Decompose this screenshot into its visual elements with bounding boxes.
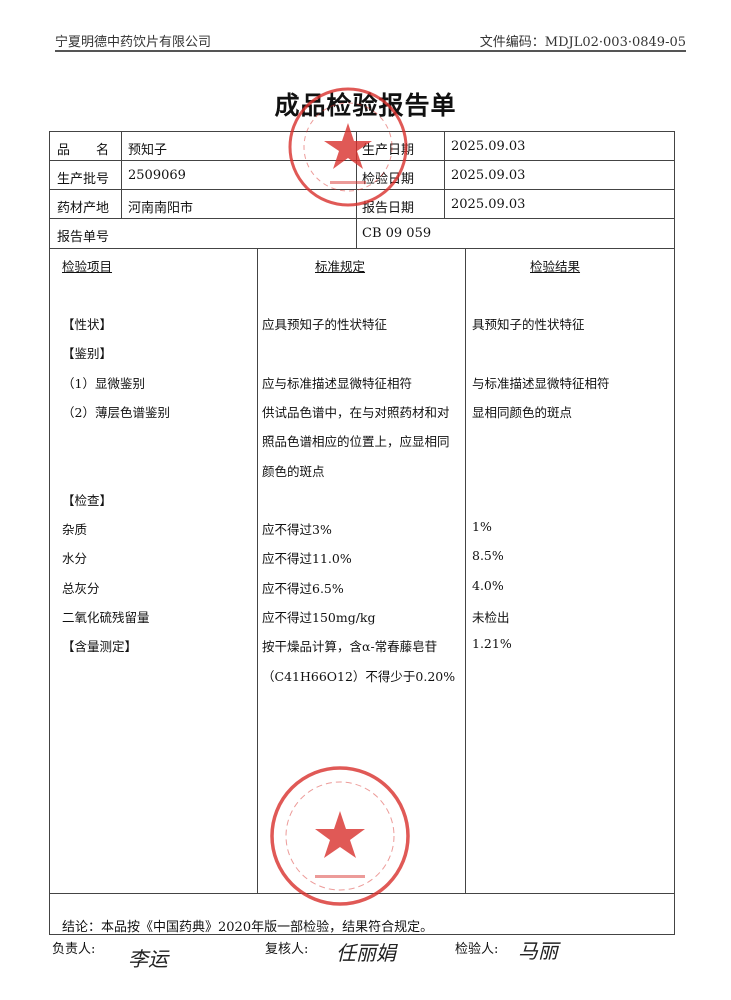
table-border bbox=[444, 131, 445, 218]
responsible-label: 负责人: bbox=[52, 942, 96, 957]
reviewer-signature: 任丽娟 bbox=[336, 941, 396, 965]
table-border bbox=[257, 248, 258, 893]
row-result: 1% bbox=[472, 519, 492, 535]
header-rule bbox=[55, 50, 686, 52]
star-icon bbox=[315, 811, 365, 858]
row-item: 【鉴别】 bbox=[62, 346, 113, 362]
production-date: 2025.09.03 bbox=[451, 139, 526, 154]
row-item: 二氧化硫残留量 bbox=[62, 610, 150, 625]
quality-inspection-stamp bbox=[270, 766, 410, 906]
row-item: 总灰分 bbox=[62, 580, 100, 596]
prod-date-label: 生产日期 bbox=[362, 143, 415, 158]
row-item: （2）薄层色谱鉴别 bbox=[62, 404, 170, 420]
origin-label: 药材产地 bbox=[57, 201, 110, 216]
responsible-signature: 李运 bbox=[128, 947, 168, 971]
row-standard: 应不得过11.0% bbox=[262, 551, 352, 567]
table-border bbox=[49, 131, 50, 935]
table-border bbox=[49, 934, 675, 935]
inspector-signature: 马丽 bbox=[518, 939, 558, 963]
table-border bbox=[49, 189, 675, 190]
row-standard: 应不得过150mg/kg bbox=[262, 610, 376, 625]
row-standard: 按干燥品计算，含α-常春藤皂苷 bbox=[262, 639, 438, 655]
report-number: CB 09 059 bbox=[362, 226, 432, 241]
col-header-result: 检验结果 bbox=[530, 259, 581, 274]
row-item: 【检查】 bbox=[62, 492, 113, 508]
row-item: 水分 bbox=[62, 551, 88, 567]
product-name: 预知子 bbox=[128, 143, 168, 158]
row-item: 【含量测定】 bbox=[62, 639, 138, 655]
table-border bbox=[49, 218, 675, 219]
table-border bbox=[49, 160, 675, 161]
row-result: 8.5% bbox=[472, 548, 504, 564]
name-label: 品 名 bbox=[57, 143, 110, 158]
document-code: 文件编码：MDJL02·003·0849-05 bbox=[479, 35, 686, 50]
reviewer-label: 复核人: bbox=[265, 942, 309, 957]
table-border bbox=[49, 248, 675, 249]
conclusion: 结论：本品按《中国药典》2020年版一部检验，结果符合规定。 bbox=[62, 920, 434, 935]
row-standard: 照品色谱相应的位置上，应显相同 bbox=[262, 434, 450, 450]
table-border bbox=[356, 131, 357, 248]
row-result: 1.21% bbox=[472, 636, 512, 652]
table-border bbox=[356, 131, 473, 132]
row-standard: 应与标准描述显微特征相符 bbox=[262, 375, 413, 391]
table-border bbox=[465, 248, 466, 893]
row-standard: 颜色的斑点 bbox=[262, 463, 325, 479]
row-standard: 应具预知子的性状特征 bbox=[262, 317, 388, 332]
col-header-standard: 标准规定 bbox=[315, 259, 366, 274]
row-result: 4.0% bbox=[472, 577, 504, 593]
row-item: （1）显微鉴别 bbox=[62, 375, 145, 391]
test-date-label: 检验日期 bbox=[362, 172, 415, 187]
row-standard: 应不得过3% bbox=[262, 522, 332, 538]
row-result: 与标准描述显微特征相符 bbox=[472, 375, 610, 391]
row-result: 未检出 bbox=[472, 610, 510, 625]
batch-label: 生产批号 bbox=[57, 172, 110, 187]
origin: 河南南阳市 bbox=[128, 201, 194, 216]
batch-number: 2509069 bbox=[128, 168, 186, 183]
test-date: 2025.09.03 bbox=[451, 168, 526, 183]
company-name: 宁夏明德中药饮片有限公司 bbox=[55, 35, 212, 50]
row-standard: 供试品色谱中，在与对照药材和对 bbox=[262, 404, 450, 420]
row-item: 【性状】 bbox=[62, 317, 113, 332]
row-result: 显相同颜色的斑点 bbox=[472, 404, 573, 420]
row-result: 具预知子的性状特征 bbox=[472, 317, 585, 332]
report-no-label: 报告单号 bbox=[57, 230, 110, 245]
report-date: 2025.09.03 bbox=[451, 197, 526, 212]
report-title: 成品检验报告单 bbox=[274, 91, 457, 120]
row-standard: （C41H66O12）不得少于0.20% bbox=[262, 668, 456, 684]
inspector-label: 检验人: bbox=[455, 942, 499, 957]
report-date-label: 报告日期 bbox=[362, 201, 415, 216]
row-standard: 应不得过6.5% bbox=[262, 580, 344, 596]
row-item: 杂质 bbox=[62, 522, 88, 538]
col-header-item: 检验项目 bbox=[62, 259, 113, 274]
table-border bbox=[674, 131, 675, 935]
table-border bbox=[121, 131, 122, 218]
table-border bbox=[49, 893, 675, 894]
